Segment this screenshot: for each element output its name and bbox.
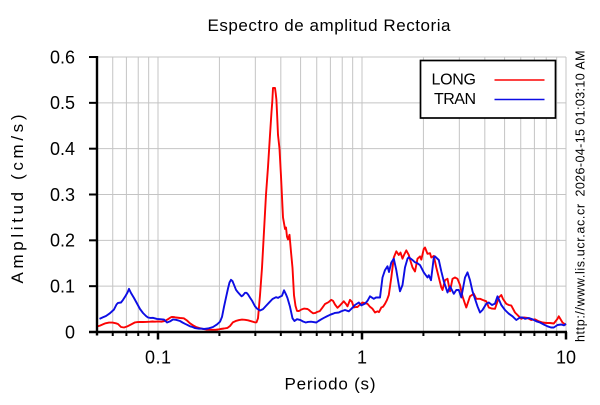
svg-text:0: 0 bbox=[65, 322, 75, 342]
svg-text:1: 1 bbox=[357, 348, 367, 368]
svg-text:0.5: 0.5 bbox=[50, 93, 75, 113]
svg-text:LONG: LONG bbox=[432, 72, 477, 89]
svg-text:0.6: 0.6 bbox=[50, 47, 75, 67]
svg-text:0.1: 0.1 bbox=[145, 348, 171, 368]
svg-text:0.1: 0.1 bbox=[50, 276, 75, 296]
svg-text:Espectro de amplitud Rectoria: Espectro de amplitud Rectoria bbox=[208, 16, 452, 35]
svg-text:10: 10 bbox=[556, 348, 576, 368]
svg-text:0.2: 0.2 bbox=[50, 231, 75, 251]
svg-text:0.4: 0.4 bbox=[50, 139, 75, 159]
svg-text:0.3: 0.3 bbox=[50, 185, 75, 205]
svg-text:2026-04-15 01:03:10 AM: 2026-04-15 01:03:10 AM bbox=[574, 51, 588, 197]
svg-text:TRAN: TRAN bbox=[434, 91, 476, 108]
svg-text:Amplitud (cm/s): Amplitud (cm/s) bbox=[8, 115, 27, 284]
svg-text:Periodo (s): Periodo (s) bbox=[285, 375, 376, 394]
svg-text:http://www.lis.ucr.ac.cr: http://www.lis.ucr.ac.cr bbox=[574, 204, 588, 342]
